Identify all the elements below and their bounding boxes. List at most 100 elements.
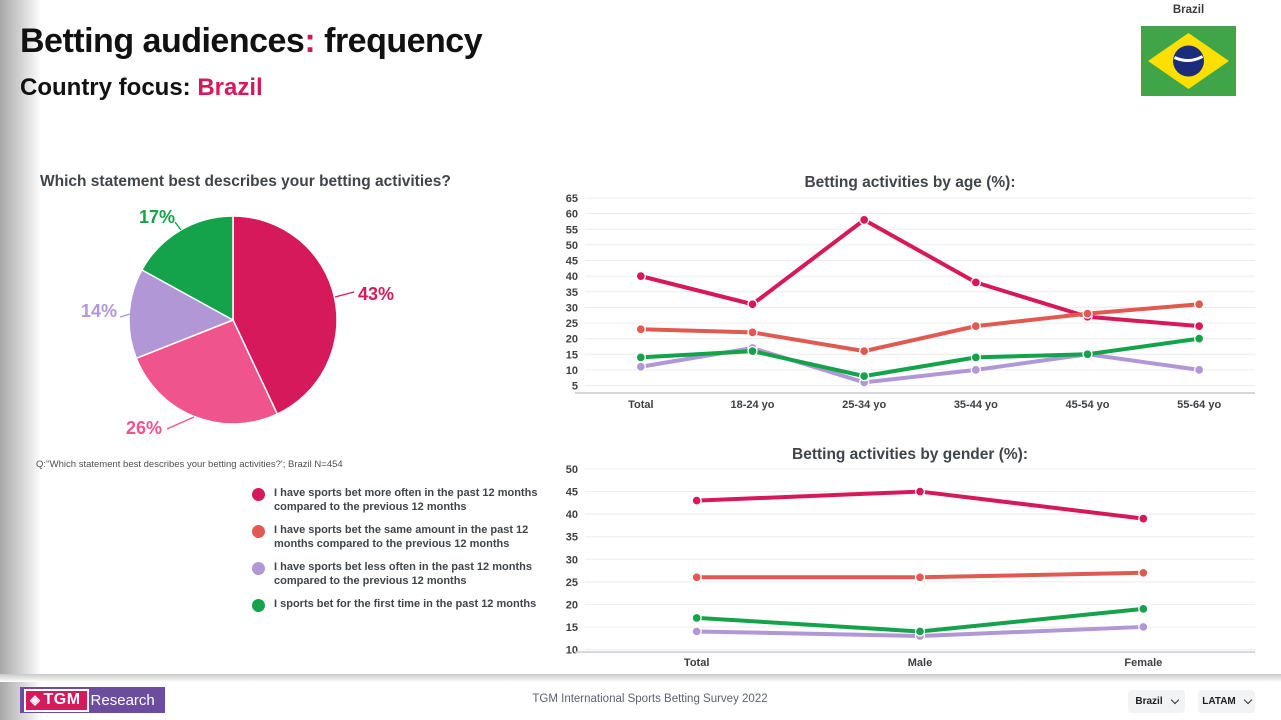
data-point [970,364,981,376]
legend-item-label: I have sports bet the same amount in the… [274,523,529,550]
data-point [1194,364,1205,376]
x-category-label: 25-34 yo [842,399,886,411]
page-title: Betting audiences: frequency [20,22,483,61]
x-category-label: 18-24 yo [730,399,774,411]
gender-chart-title: Betting activities by gender (%): [792,446,1028,463]
country-dropdown-label: Brazil [1135,696,1163,707]
chevron-down-icon [1243,695,1252,705]
pie-value-label-more-often: 43% [358,284,395,304]
x-category-label: 45-54 yo [1065,399,1109,411]
page-title-main: Betting audiences [20,22,305,60]
series-line [638,336,1202,379]
pie-svg [119,215,355,430]
x-category-label: Female [1124,657,1162,669]
tgm-logo-box: ◈ TGM [24,688,89,712]
y-tick-label: 55 [566,224,578,236]
x-category-label: Total [684,657,709,669]
gender-line-chart: 50 45 40 35 30 25 20 15 10 Total Male Female [566,464,1255,669]
data-point [859,214,870,226]
tgm-diamond-icon: ◈ [30,691,41,707]
data-point [914,626,926,637]
data-point [691,626,702,637]
y-tick-label: 10 [566,365,578,377]
legend-dot-icon [252,598,265,612]
legend-item-label: I have sports bet more often in the past… [274,487,538,513]
page-title-rest: frequency [315,22,483,60]
country-dropdown[interactable]: Brazil [1128,690,1185,713]
pie-value-label-same-amount: 26% [126,418,163,438]
data-point [970,320,981,332]
region-dropdown[interactable]: LATAM [1198,690,1255,713]
pie-leader-line [174,221,182,231]
y-tick-label: 30 [566,302,578,314]
y-tick-label: 45 [566,487,578,499]
data-point [1138,603,1149,615]
x-category-label: Total [628,399,653,411]
y-tick-label: 45 [566,256,578,268]
pie-slice [141,215,234,321]
data-point [914,572,926,583]
data-point [747,299,758,310]
pie-leader-line [166,416,195,430]
data-point [914,486,926,497]
pie-value-label-first-time: 17% [139,207,176,227]
legend-item-label: I sports bet for the first time in the p… [274,597,537,610]
pie-slice [232,215,338,415]
data-point [1194,333,1205,344]
data-point [747,345,758,357]
flag-label: Brazil [1172,4,1205,16]
data-point [1082,308,1093,319]
brazil-flag [1141,26,1236,96]
y-tick-label: 50 [566,240,578,252]
data-point [1138,513,1149,524]
tgm-research-text: Research [90,691,155,709]
chevron-down-icon [1170,695,1179,705]
left-edge-gradient [0,0,42,720]
x-category-label: Male [908,657,932,669]
legend-item: I have sports bet the same amount in the… [252,524,562,552]
survey-footnote: Q:''Which statement best describes your … [36,459,343,470]
data-point [635,270,646,282]
data-point [635,352,646,363]
y-tick-label: 20 [566,334,578,346]
y-tick-label: 10 [566,645,578,657]
legend-dot-icon [252,561,265,575]
legend-item: I have sports bet less often in the past… [252,561,562,589]
data-point [1138,621,1149,633]
data-point [1082,349,1093,360]
pie-chart: 43% 26% 14% 17% [30,195,450,445]
y-tick-label: 65 [566,193,578,205]
y-tick-label: 35 [566,532,578,544]
data-point [1138,567,1149,578]
y-tick-label: 50 [566,464,578,476]
legend-dot-icon [252,524,265,538]
data-point [691,572,702,583]
pie-question-title: Which statement best describes your bett… [40,173,451,190]
data-point [691,612,702,624]
legend-item-label: I have sports bet less often in the past… [274,560,532,587]
pie-leader-line [334,291,355,298]
x-category-label: 35-44 yo [954,399,998,411]
tgm-logo-text: TGM [43,690,81,708]
y-tick-label: 5 [572,381,578,393]
data-point [859,345,870,357]
series-line [638,217,1202,329]
age-chart-title: Betting activities by age (%): [804,174,1016,191]
region-dropdown-label: LATAM [1202,696,1236,707]
data-point [859,370,870,382]
legend-dot-icon [252,488,265,501]
y-tick-label: 40 [566,509,578,521]
pie-leader-line [119,313,131,318]
tgm-research-logo: ◈ TGM Research [20,687,165,713]
x-category-label: 55-64 yo [1177,399,1221,411]
y-tick-label: 60 [566,209,578,221]
y-tick-label: 25 [566,577,578,589]
data-point [691,495,702,506]
legend-item: I sports bet for the first time in the p… [252,598,562,612]
pie-value-label-less-often: 14% [81,301,118,321]
data-point [970,352,981,363]
footer-caption: TGM International Sports Betting Survey … [532,693,768,705]
age-line-chart: 65 60 55 50 45 40 35 30 25 20 15 10 5 Total 18-24 yo 25… [566,193,1255,411]
page-title-colon: : [304,22,316,60]
